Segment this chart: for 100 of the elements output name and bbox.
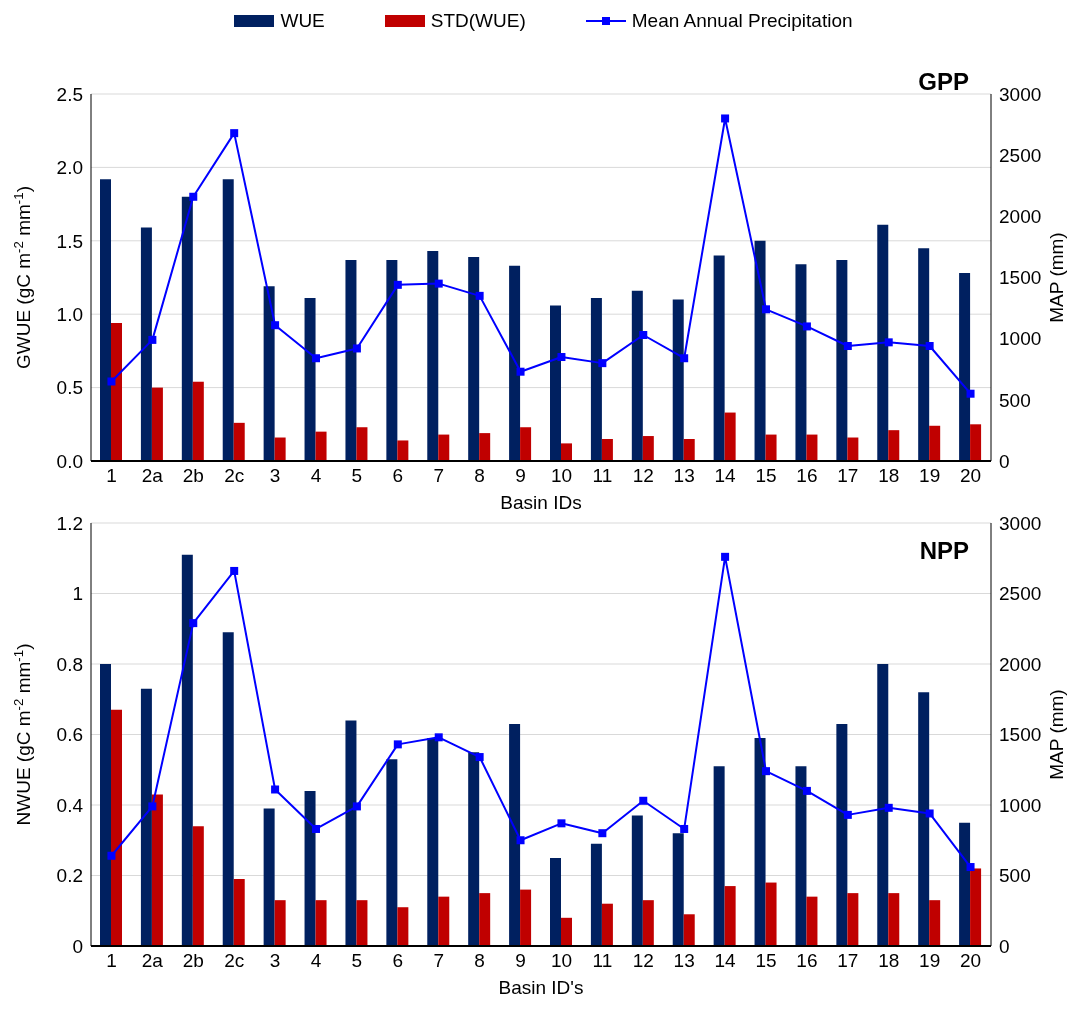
bar xyxy=(970,424,982,461)
bar xyxy=(888,893,900,946)
x-tick-label: 11 xyxy=(592,465,613,487)
x-axis-title: Basin ID's xyxy=(498,977,584,998)
point xyxy=(148,335,157,344)
bar xyxy=(672,833,684,946)
x-tick-label: 17 xyxy=(837,950,859,972)
x-tick-label: 16 xyxy=(796,950,818,972)
bar xyxy=(550,305,561,461)
bar xyxy=(631,815,643,946)
chart-title: GPP xyxy=(918,68,969,96)
bar xyxy=(590,298,602,461)
bar xyxy=(683,438,695,461)
x-tick-label: 3 xyxy=(269,950,281,972)
bar xyxy=(836,259,848,461)
y2-tick-label: 2500 xyxy=(999,144,1042,166)
bar xyxy=(151,387,163,461)
point xyxy=(762,305,770,314)
bar xyxy=(765,434,777,461)
point xyxy=(598,359,607,368)
x-tick-label: 2c xyxy=(224,950,245,972)
bar xyxy=(877,224,889,461)
y2-tick-label: 1000 xyxy=(999,328,1042,350)
bar xyxy=(397,907,409,946)
x-tick-label: 8 xyxy=(474,465,485,487)
bar xyxy=(274,437,286,461)
bar xyxy=(520,889,532,946)
point xyxy=(802,786,811,795)
y2-axis-title: MAP (mm) xyxy=(1046,689,1067,780)
point xyxy=(639,331,648,339)
point xyxy=(680,354,689,363)
x-tick-label: 14 xyxy=(714,465,737,487)
point xyxy=(434,733,443,742)
point xyxy=(884,338,893,347)
bar xyxy=(642,900,654,946)
legend-label: Mean Annual Precipitation xyxy=(630,10,853,32)
bar xyxy=(386,259,398,461)
x-tick-label: 7 xyxy=(433,465,445,487)
point xyxy=(352,802,361,811)
y-tick-label: 0.2 xyxy=(56,865,83,887)
x-tick-label: 8 xyxy=(474,950,485,972)
bar xyxy=(795,766,807,946)
point xyxy=(639,796,648,805)
bar xyxy=(918,692,930,946)
y2-tick-label: 0 xyxy=(999,450,1010,472)
point xyxy=(598,829,607,838)
bar xyxy=(438,896,450,946)
bar xyxy=(192,381,204,461)
bar xyxy=(683,914,695,946)
x-tick-label: 13 xyxy=(673,465,695,487)
x-tick-label: 2b xyxy=(182,465,204,487)
bar xyxy=(877,664,889,946)
bar xyxy=(222,632,234,946)
y-tick-label: 0.6 xyxy=(56,724,83,746)
bar xyxy=(100,179,111,461)
y2-tick-label: 500 xyxy=(999,389,1031,411)
bar xyxy=(959,273,971,461)
y2-axis-title: MAP (mm) xyxy=(1046,232,1067,323)
bar xyxy=(672,299,684,461)
y2-tick-label: 3000 xyxy=(999,83,1042,105)
bar xyxy=(151,794,163,946)
bar xyxy=(970,868,982,946)
bar xyxy=(233,879,245,946)
y-tick-label: 1.0 xyxy=(56,303,83,325)
text: NPP xyxy=(919,537,969,565)
y-tick-label: 0.0 xyxy=(56,450,83,472)
bar xyxy=(386,759,398,946)
bar xyxy=(918,248,930,461)
point xyxy=(312,354,320,363)
point xyxy=(148,802,157,811)
bar xyxy=(561,443,572,461)
bar xyxy=(274,900,286,946)
bar xyxy=(929,900,941,946)
x-tick-label: 12 xyxy=(632,465,654,487)
bar xyxy=(304,298,316,461)
point xyxy=(925,342,934,351)
point xyxy=(393,740,402,749)
bar xyxy=(550,857,561,946)
bar xyxy=(111,323,122,461)
bar xyxy=(111,709,122,946)
bar xyxy=(427,251,439,461)
point xyxy=(107,377,116,386)
bar xyxy=(304,790,316,946)
bar xyxy=(100,664,111,946)
y2-tick-label: 1500 xyxy=(999,267,1042,289)
y-tick-label: 0.5 xyxy=(56,377,83,399)
x-tick-label: 15 xyxy=(755,950,777,972)
bar xyxy=(765,882,777,946)
bar xyxy=(181,554,193,946)
x-tick-label: 5 xyxy=(351,465,363,487)
bar xyxy=(847,437,859,461)
x-tick-label: 15 xyxy=(755,465,777,487)
x-tick-label: 13 xyxy=(673,950,695,972)
point xyxy=(516,367,525,376)
point xyxy=(475,753,484,762)
bar xyxy=(713,766,725,946)
bar xyxy=(601,903,613,946)
bar xyxy=(438,434,450,461)
point xyxy=(230,129,239,138)
y2-tick-label: 1500 xyxy=(999,724,1042,746)
